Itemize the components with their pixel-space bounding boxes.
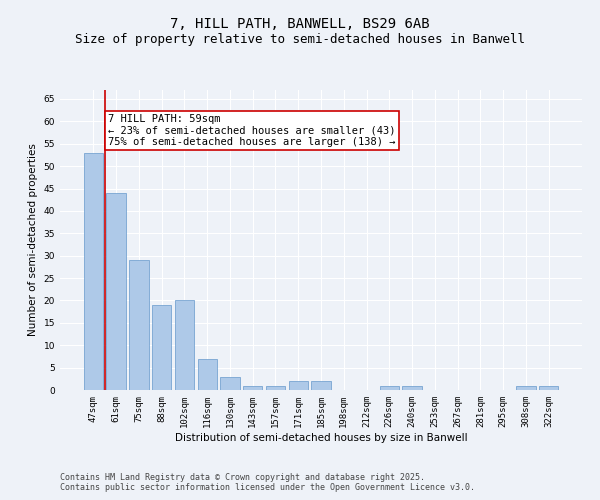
Bar (220, 376, 239, 390)
Text: Contains HM Land Registry data © Crown copyright and database right 2025.
Contai: Contains HM Land Registry data © Crown c… (60, 473, 475, 492)
Bar (84, 152, 103, 390)
Bar (152, 305, 172, 390)
Bar (175, 300, 194, 390)
Bar (197, 358, 217, 390)
Bar (380, 386, 399, 390)
Text: Size of property relative to semi-detached houses in Banwell: Size of property relative to semi-detach… (75, 32, 525, 46)
Bar (106, 193, 126, 390)
Bar (243, 386, 262, 390)
Bar (403, 386, 422, 390)
Y-axis label: Number of semi-detached properties: Number of semi-detached properties (28, 144, 38, 336)
Bar (129, 260, 149, 390)
Bar (516, 386, 536, 390)
Text: 7 HILL PATH: 59sqm
← 23% of semi-detached houses are smaller (43)
75% of semi-de: 7 HILL PATH: 59sqm ← 23% of semi-detache… (108, 114, 395, 147)
Bar (289, 381, 308, 390)
X-axis label: Distribution of semi-detached houses by size in Banwell: Distribution of semi-detached houses by … (175, 432, 467, 442)
Text: 7, HILL PATH, BANWELL, BS29 6AB: 7, HILL PATH, BANWELL, BS29 6AB (170, 18, 430, 32)
Bar (539, 386, 558, 390)
Bar (266, 386, 285, 390)
Bar (311, 381, 331, 390)
